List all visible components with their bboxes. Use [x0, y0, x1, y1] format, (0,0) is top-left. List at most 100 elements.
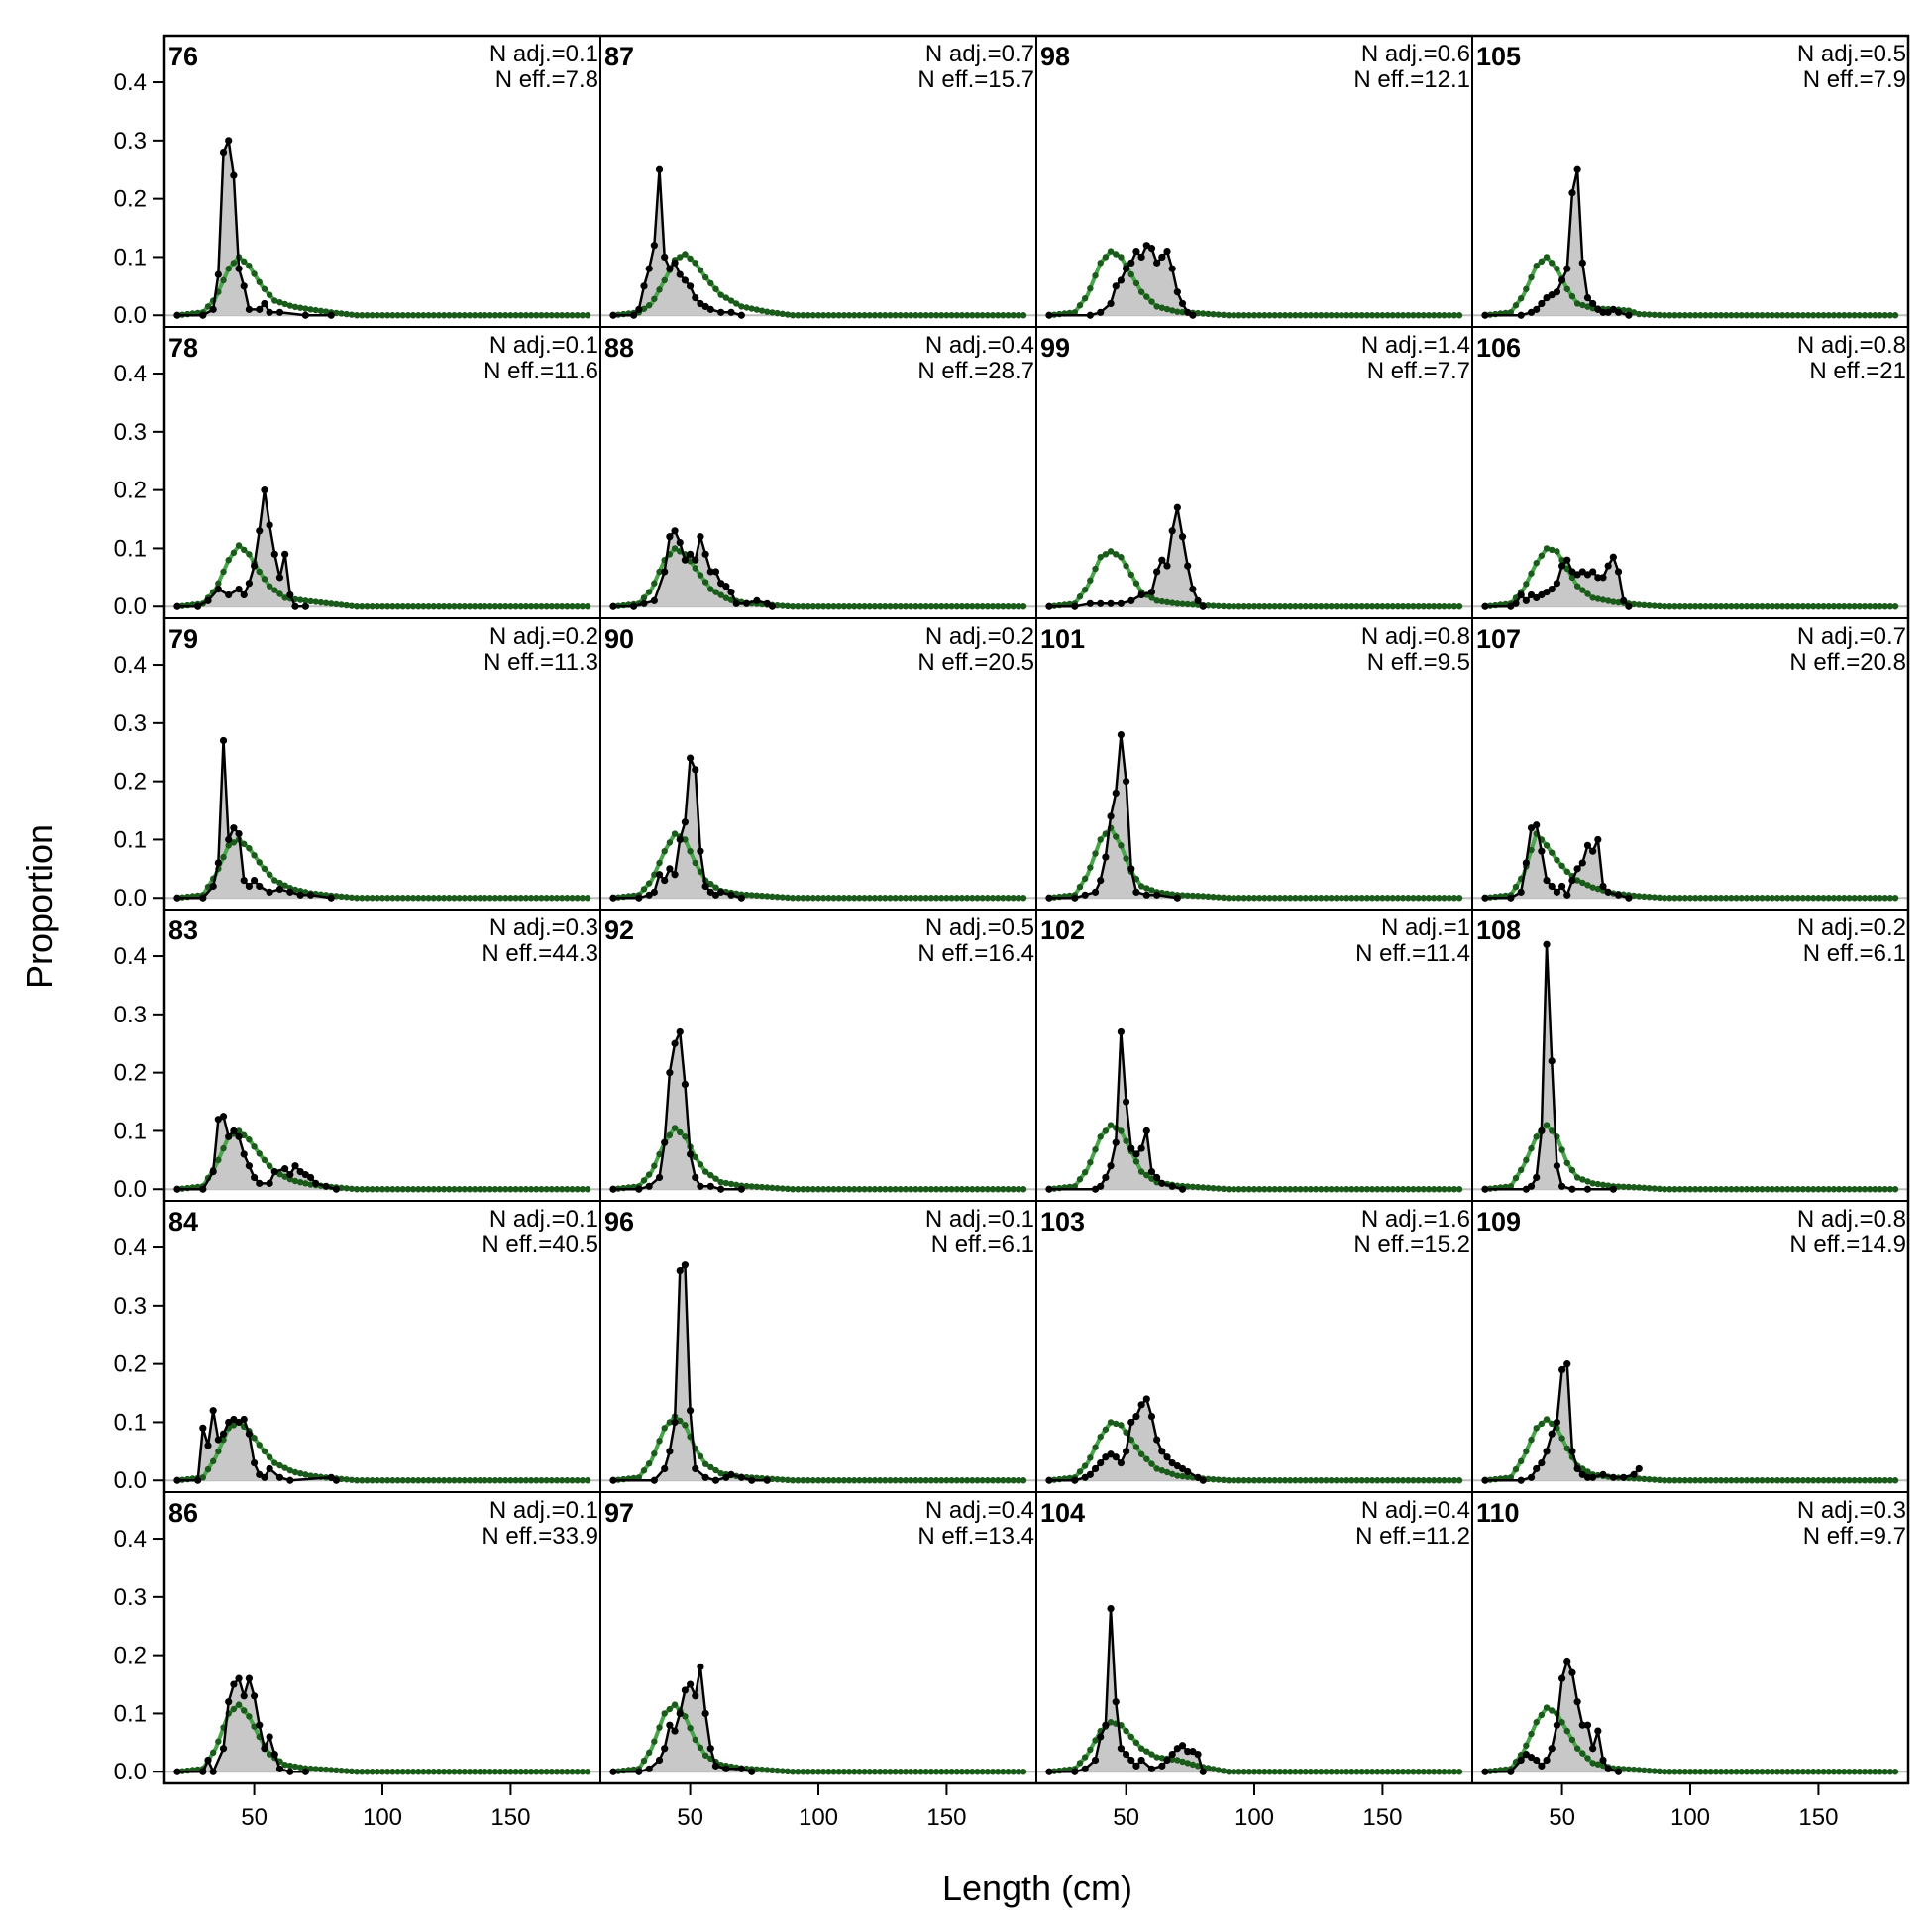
observed-point: [1614, 1768, 1623, 1775]
expected-point: [1148, 1175, 1155, 1182]
observed-point: [1137, 1401, 1145, 1409]
expected-point: [661, 848, 668, 855]
expected-point: [1881, 312, 1888, 319]
expected-point: [774, 1184, 781, 1192]
expected-point: [1266, 895, 1273, 902]
expected-point: [1604, 597, 1612, 604]
expected-point: [1773, 1477, 1781, 1484]
observed-point: [1538, 299, 1546, 308]
expected-point: [902, 1477, 910, 1484]
observed-point: [1091, 888, 1100, 896]
expected-point: [348, 1185, 356, 1192]
expected-point: [364, 1477, 371, 1484]
expected-point: [1097, 554, 1104, 561]
expected-point: [1636, 1767, 1643, 1773]
expected-point: [1307, 603, 1315, 610]
expected-point: [800, 312, 806, 319]
expected-point: [1543, 1122, 1551, 1128]
observed-point: [1122, 265, 1130, 272]
expected-point: [979, 1186, 986, 1193]
expected-point: [353, 1186, 361, 1193]
observed-point: [1538, 1762, 1546, 1770]
observed-point: [1097, 599, 1105, 607]
n-adj-label: N adj.=0.1: [489, 332, 598, 359]
expected-point: [1455, 1477, 1463, 1484]
expected-point: [399, 1477, 406, 1484]
expected-point: [296, 1178, 304, 1186]
observed-point: [686, 1150, 695, 1158]
expected-point: [1646, 601, 1653, 609]
observed-point: [1604, 562, 1612, 570]
expected-point: [1143, 885, 1150, 892]
expected-point: [404, 895, 412, 902]
expected-point: [1830, 1186, 1838, 1193]
observed-point: [1194, 596, 1202, 604]
expected-point: [856, 1186, 863, 1193]
expected-point: [430, 603, 437, 610]
observed-point: [240, 282, 248, 290]
expected-point: [1872, 1186, 1878, 1193]
n-eff-label: N eff.=7.9: [1803, 66, 1906, 93]
expected-point: [271, 1459, 278, 1466]
observed-point: [1635, 1464, 1643, 1473]
expected-point: [1846, 1477, 1853, 1484]
x-tick-label: 100: [799, 1804, 838, 1831]
expected-point: [1287, 895, 1294, 902]
expected-point: [1076, 593, 1084, 600]
observed-point: [256, 527, 264, 535]
expected-point: [1872, 312, 1878, 319]
observed-fill: [612, 1666, 752, 1772]
expected-point: [491, 1769, 499, 1775]
expected-point: [425, 1186, 432, 1193]
expected-point: [435, 603, 443, 610]
expected-point: [963, 603, 971, 610]
expected-point: [1861, 603, 1869, 610]
expected-point: [892, 1477, 899, 1484]
expected-point: [1255, 312, 1263, 319]
n-eff-label: N eff.=6.1: [1803, 940, 1906, 967]
observed-point: [281, 550, 289, 558]
expected-point: [1533, 263, 1540, 269]
expected-point: [1184, 600, 1191, 608]
observed-point: [1604, 888, 1612, 896]
expected-point: [1255, 1186, 1263, 1193]
expected-point: [1436, 1477, 1443, 1484]
expected-point: [953, 1769, 960, 1775]
expected-point: [994, 1769, 1002, 1775]
y-tick-label: 0.4: [114, 361, 147, 387]
expected-point: [1405, 1769, 1412, 1775]
expected-point: [1307, 1769, 1315, 1775]
expected-point: [1363, 1186, 1371, 1193]
observed-point: [1158, 1448, 1166, 1455]
expected-point: [1881, 1769, 1888, 1775]
expected-point: [399, 1186, 406, 1193]
expected-point: [1097, 1133, 1104, 1140]
expected-point: [461, 312, 469, 319]
expected-point: [712, 1175, 719, 1182]
expected-point: [584, 895, 591, 902]
expected-point: [1778, 312, 1786, 319]
expected-point: [574, 1186, 581, 1193]
expected-point: [1399, 312, 1407, 319]
expected-point: [1410, 895, 1417, 902]
panel-76: 76 N adj.=0.1N eff.=7.8: [163, 35, 601, 328]
observed-point: [322, 1182, 330, 1190]
observed-fill: [176, 1678, 306, 1772]
expected-point: [1778, 603, 1786, 610]
expected-point: [840, 603, 848, 610]
n-adj-label: N adj.=0.3: [1797, 1497, 1906, 1524]
expected-point: [1441, 895, 1448, 902]
observed-point: [1147, 1765, 1156, 1772]
expected-point: [1717, 603, 1725, 610]
expected-point: [1455, 895, 1463, 902]
expected-point: [1820, 1477, 1827, 1484]
panel-106: 106 N adj.=0.8N eff.=21: [1471, 326, 1909, 619]
observed-point: [1522, 859, 1530, 867]
observed-point: [1147, 1412, 1156, 1421]
expected-point: [512, 1186, 519, 1193]
observed-point: [1543, 1756, 1551, 1765]
expected-point: [1754, 1186, 1761, 1193]
expected-point: [1528, 273, 1535, 281]
observed-point: [1553, 288, 1561, 296]
expected-point: [302, 1471, 309, 1478]
